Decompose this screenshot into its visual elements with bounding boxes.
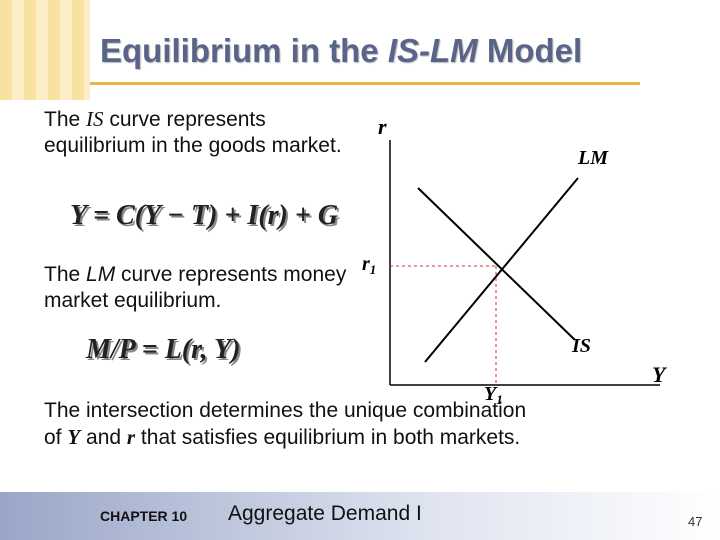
subject: Aggregate Demand I (228, 502, 422, 525)
lm-curve (424, 177, 579, 363)
lm-equation: M/P = L(r, Y) (86, 334, 241, 365)
text: IS (86, 107, 104, 131)
is-equation: Y = C(Y − T) + I(r) + G (70, 200, 339, 231)
is-text: The IS curve represents equilibrium in t… (44, 106, 344, 159)
chapter: CHAPTER 10 (100, 508, 188, 524)
title-text: Model (477, 32, 583, 69)
corner-pattern (0, 0, 90, 100)
axis-label: r (378, 114, 387, 139)
text: r (362, 253, 370, 275)
text: 1 (370, 262, 377, 277)
text: LM (86, 263, 116, 286)
title-text: Equilibrium in the (100, 32, 388, 69)
title-text: IS-LM (387, 32, 478, 69)
page-number: 47 (688, 514, 703, 529)
eq-label: Y1 (484, 383, 503, 407)
conclusion: The intersection determines the unique c… (44, 398, 534, 451)
title-bar (90, 82, 640, 85)
text: and (80, 426, 127, 449)
text: Y (484, 383, 498, 405)
text: The (44, 108, 87, 131)
curve-label: LM (577, 147, 609, 169)
text: that satisfies equilibrium in both marke… (135, 426, 521, 449)
eq-label: r1 (362, 253, 376, 277)
text: 1 (496, 392, 503, 407)
axis-label: Y (652, 362, 668, 387)
is-curve (417, 187, 576, 341)
text: The (44, 263, 87, 286)
lm-text: The LM curve represents money market equ… (44, 262, 364, 314)
title: Equilibrium in the IS-LM Model (100, 32, 582, 70)
text: The intersection determines the unique c… (44, 399, 527, 449)
footer: CHAPTER 10 Aggregate Demand I 47 (0, 492, 720, 540)
text: r (126, 425, 136, 449)
text: curve represents money market equilibriu… (44, 263, 347, 312)
text: curve represents equilibrium in the good… (44, 108, 342, 157)
curve-label: IS (571, 335, 591, 357)
islm-graph: r Y LM IS r1 Y1 (362, 114, 668, 407)
text: Y (67, 425, 81, 449)
